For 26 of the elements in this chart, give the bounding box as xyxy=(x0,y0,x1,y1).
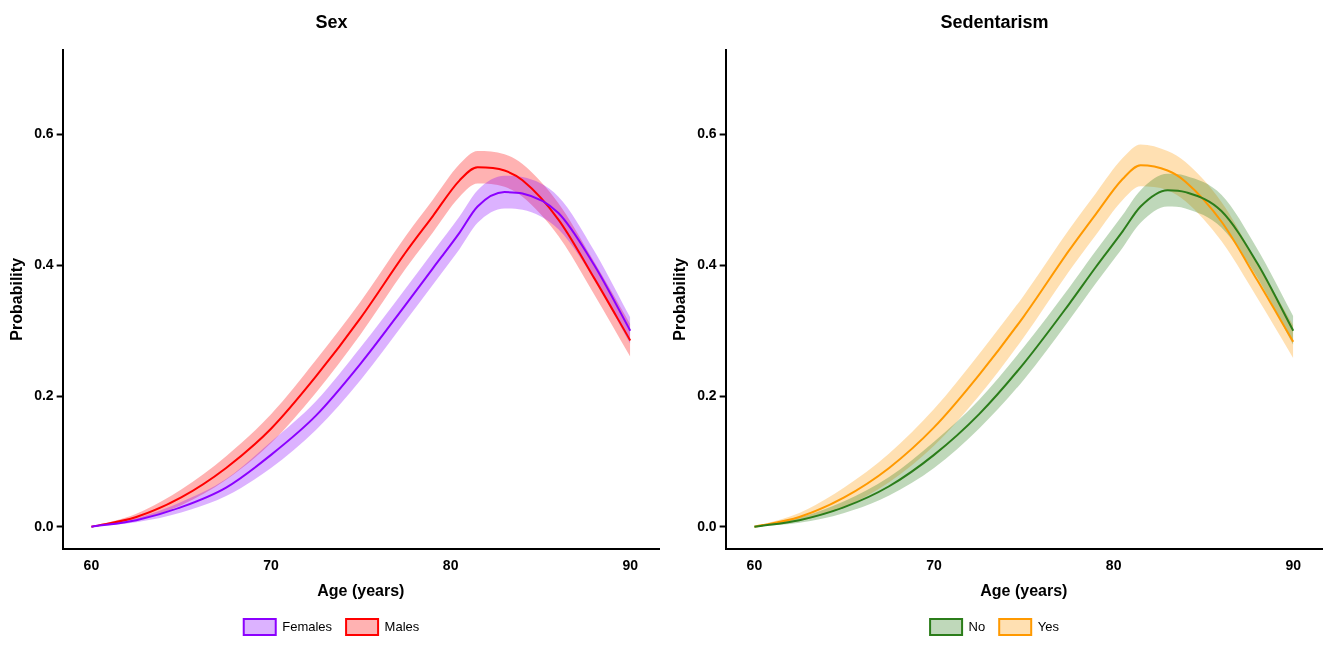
x-axis-title: Age (years) xyxy=(317,581,405,599)
legend-label: Males xyxy=(384,618,420,634)
x-tick-label: 80 xyxy=(1105,557,1122,574)
y-axis-title: Probability xyxy=(671,257,689,341)
y-tick-label: 0.0 xyxy=(697,517,717,534)
y-axis-title: Probability xyxy=(8,257,26,341)
chart-title: Sex xyxy=(315,11,348,32)
x-tick-label: 80 xyxy=(442,557,459,574)
y-tick-label: 0.6 xyxy=(34,125,54,142)
x-tick-label: 70 xyxy=(926,557,943,574)
x-tick-label: 60 xyxy=(746,557,763,574)
y-tick-label: 0.6 xyxy=(697,125,717,142)
chart-title: Sedentarism xyxy=(940,11,1049,32)
x-tick-label: 90 xyxy=(622,557,639,574)
x-tick-label: 70 xyxy=(263,557,280,574)
y-tick-label: 0.0 xyxy=(34,517,54,534)
y-tick-label: 0.2 xyxy=(697,386,717,403)
y-tick-label: 0.2 xyxy=(34,386,54,403)
y-tick-label: 0.4 xyxy=(697,256,717,273)
legend-label: No xyxy=(968,618,986,634)
x-axis-title: Age (years) xyxy=(980,581,1068,599)
legend-label: Yes xyxy=(1037,618,1060,634)
x-tick-label: 60 xyxy=(83,557,100,574)
legend-label: Females xyxy=(282,618,333,634)
x-tick-label: 90 xyxy=(1285,557,1302,574)
y-tick-label: 0.4 xyxy=(34,256,54,273)
